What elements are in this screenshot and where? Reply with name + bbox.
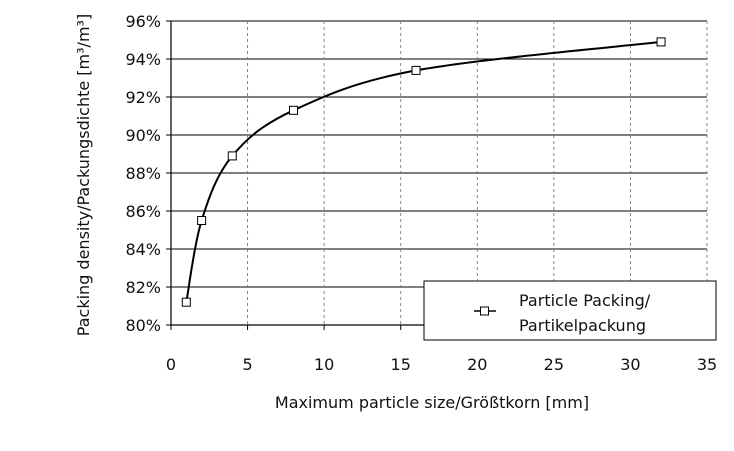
data-point-0-0 — [181, 297, 191, 307]
data-point-0-2 — [227, 151, 237, 161]
y-tick-label-80: 80% — [125, 316, 161, 335]
vertical-gridlines — [247, 21, 708, 325]
x-tick-label-30: 30 — [620, 355, 640, 374]
legend: Particle Packing/ Partikelpackung — [423, 280, 717, 341]
y-tick-label-86: 86% — [125, 202, 161, 221]
legend-box — [423, 280, 717, 341]
legend-label-line-2: Partikelpackung — [519, 316, 646, 335]
x-tick-label-25: 25 — [544, 355, 564, 374]
x-tick-label-35: 35 — [697, 355, 717, 374]
data-point-0-4 — [411, 65, 421, 75]
x-tick-label-5: 5 — [242, 355, 252, 374]
x-tick-label-10: 10 — [314, 355, 334, 374]
horizontal-gridlines — [171, 20, 707, 288]
data-point-0-1 — [197, 216, 207, 225]
x-axis-title: Maximum particle size/Größtkorn [mm] — [275, 393, 589, 412]
y-axis-title: Packing density/Packungsdichte [m³/m³] — [74, 14, 93, 336]
x-tick-label-0: 0 — [166, 355, 176, 374]
y-tick-label-94: 94% — [125, 50, 161, 69]
y-tick-label-96: 96% — [125, 12, 161, 31]
data-point-0-3 — [289, 105, 299, 115]
x-tick-label-20: 20 — [467, 355, 487, 374]
series-layer — [181, 37, 666, 307]
legend-label-line-1: Particle Packing/ — [519, 291, 651, 310]
y-tick-label-88: 88% — [125, 164, 161, 183]
x-tick-label-15: 15 — [391, 355, 411, 374]
y-axis-ticks: 80% 82% 84% 86% 88% 90% 92% 94% 96% — [125, 12, 171, 335]
y-tick-label-92: 92% — [125, 88, 161, 107]
x-axis-ticks: 0 5 10 15 20 25 30 35 — [166, 325, 717, 374]
legend-square-marker — [480, 306, 489, 316]
y-tick-label-82: 82% — [125, 278, 161, 297]
y-tick-label-84: 84% — [125, 240, 161, 259]
y-tick-label-90: 90% — [125, 126, 161, 145]
data-point-0-5 — [656, 37, 666, 47]
